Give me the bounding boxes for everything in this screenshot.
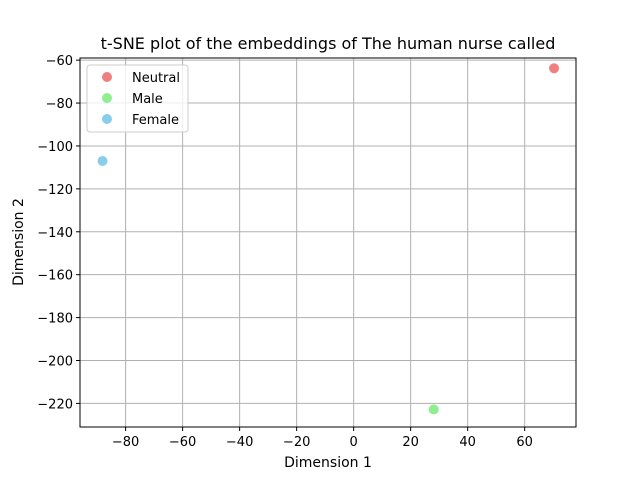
x-tick-label: −60 (169, 435, 196, 450)
x-tick-label: −80 (112, 435, 139, 450)
y-tick-label: −120 (37, 183, 73, 198)
legend-marker-female (102, 114, 112, 124)
legend-label-male: Male (132, 92, 163, 107)
x-axis-ticks: −80 −60 −40 −20 0 20 40 60 (112, 427, 533, 450)
legend-marker-male (102, 93, 112, 103)
x-tick-label: −40 (226, 435, 253, 450)
grid-lines (80, 58, 576, 427)
data-point-female (97, 155, 108, 166)
y-tick-label: −80 (46, 97, 73, 112)
y-axis-title: Dimension 2 (11, 198, 27, 286)
x-tick-label: −20 (283, 435, 310, 450)
chart-title: t-SNE plot of the embeddings of The huma… (101, 34, 556, 53)
x-tick-label: 60 (516, 435, 533, 450)
y-tick-label: −180 (37, 312, 73, 327)
x-tick-label: 0 (350, 435, 358, 450)
y-tick-label: −220 (37, 397, 73, 412)
y-axis-ticks: −60 −80 −100 −120 −140 −160 −180 −200 −220 (37, 54, 80, 412)
legend-frame (86, 64, 189, 133)
legend-label-neutral: Neutral (132, 71, 180, 86)
y-tick-label: −200 (37, 354, 73, 369)
legend-marker-neutral (102, 72, 112, 82)
plot-area-frame (79, 57, 577, 428)
y-tick-label: −100 (37, 140, 73, 155)
x-tick-label: 20 (402, 435, 419, 450)
y-tick-label: −60 (46, 54, 73, 69)
y-tick-label: −160 (37, 269, 73, 284)
legend-label-female: Female (132, 113, 179, 128)
data-point-neutral (549, 63, 560, 74)
data-points (97, 63, 560, 415)
y-tick-label: −140 (37, 226, 73, 241)
x-axis-title: Dimension 1 (284, 455, 372, 471)
x-tick-label: 40 (459, 435, 476, 450)
data-point-male (428, 404, 439, 415)
legend: Neutral Male Female (86, 64, 189, 133)
